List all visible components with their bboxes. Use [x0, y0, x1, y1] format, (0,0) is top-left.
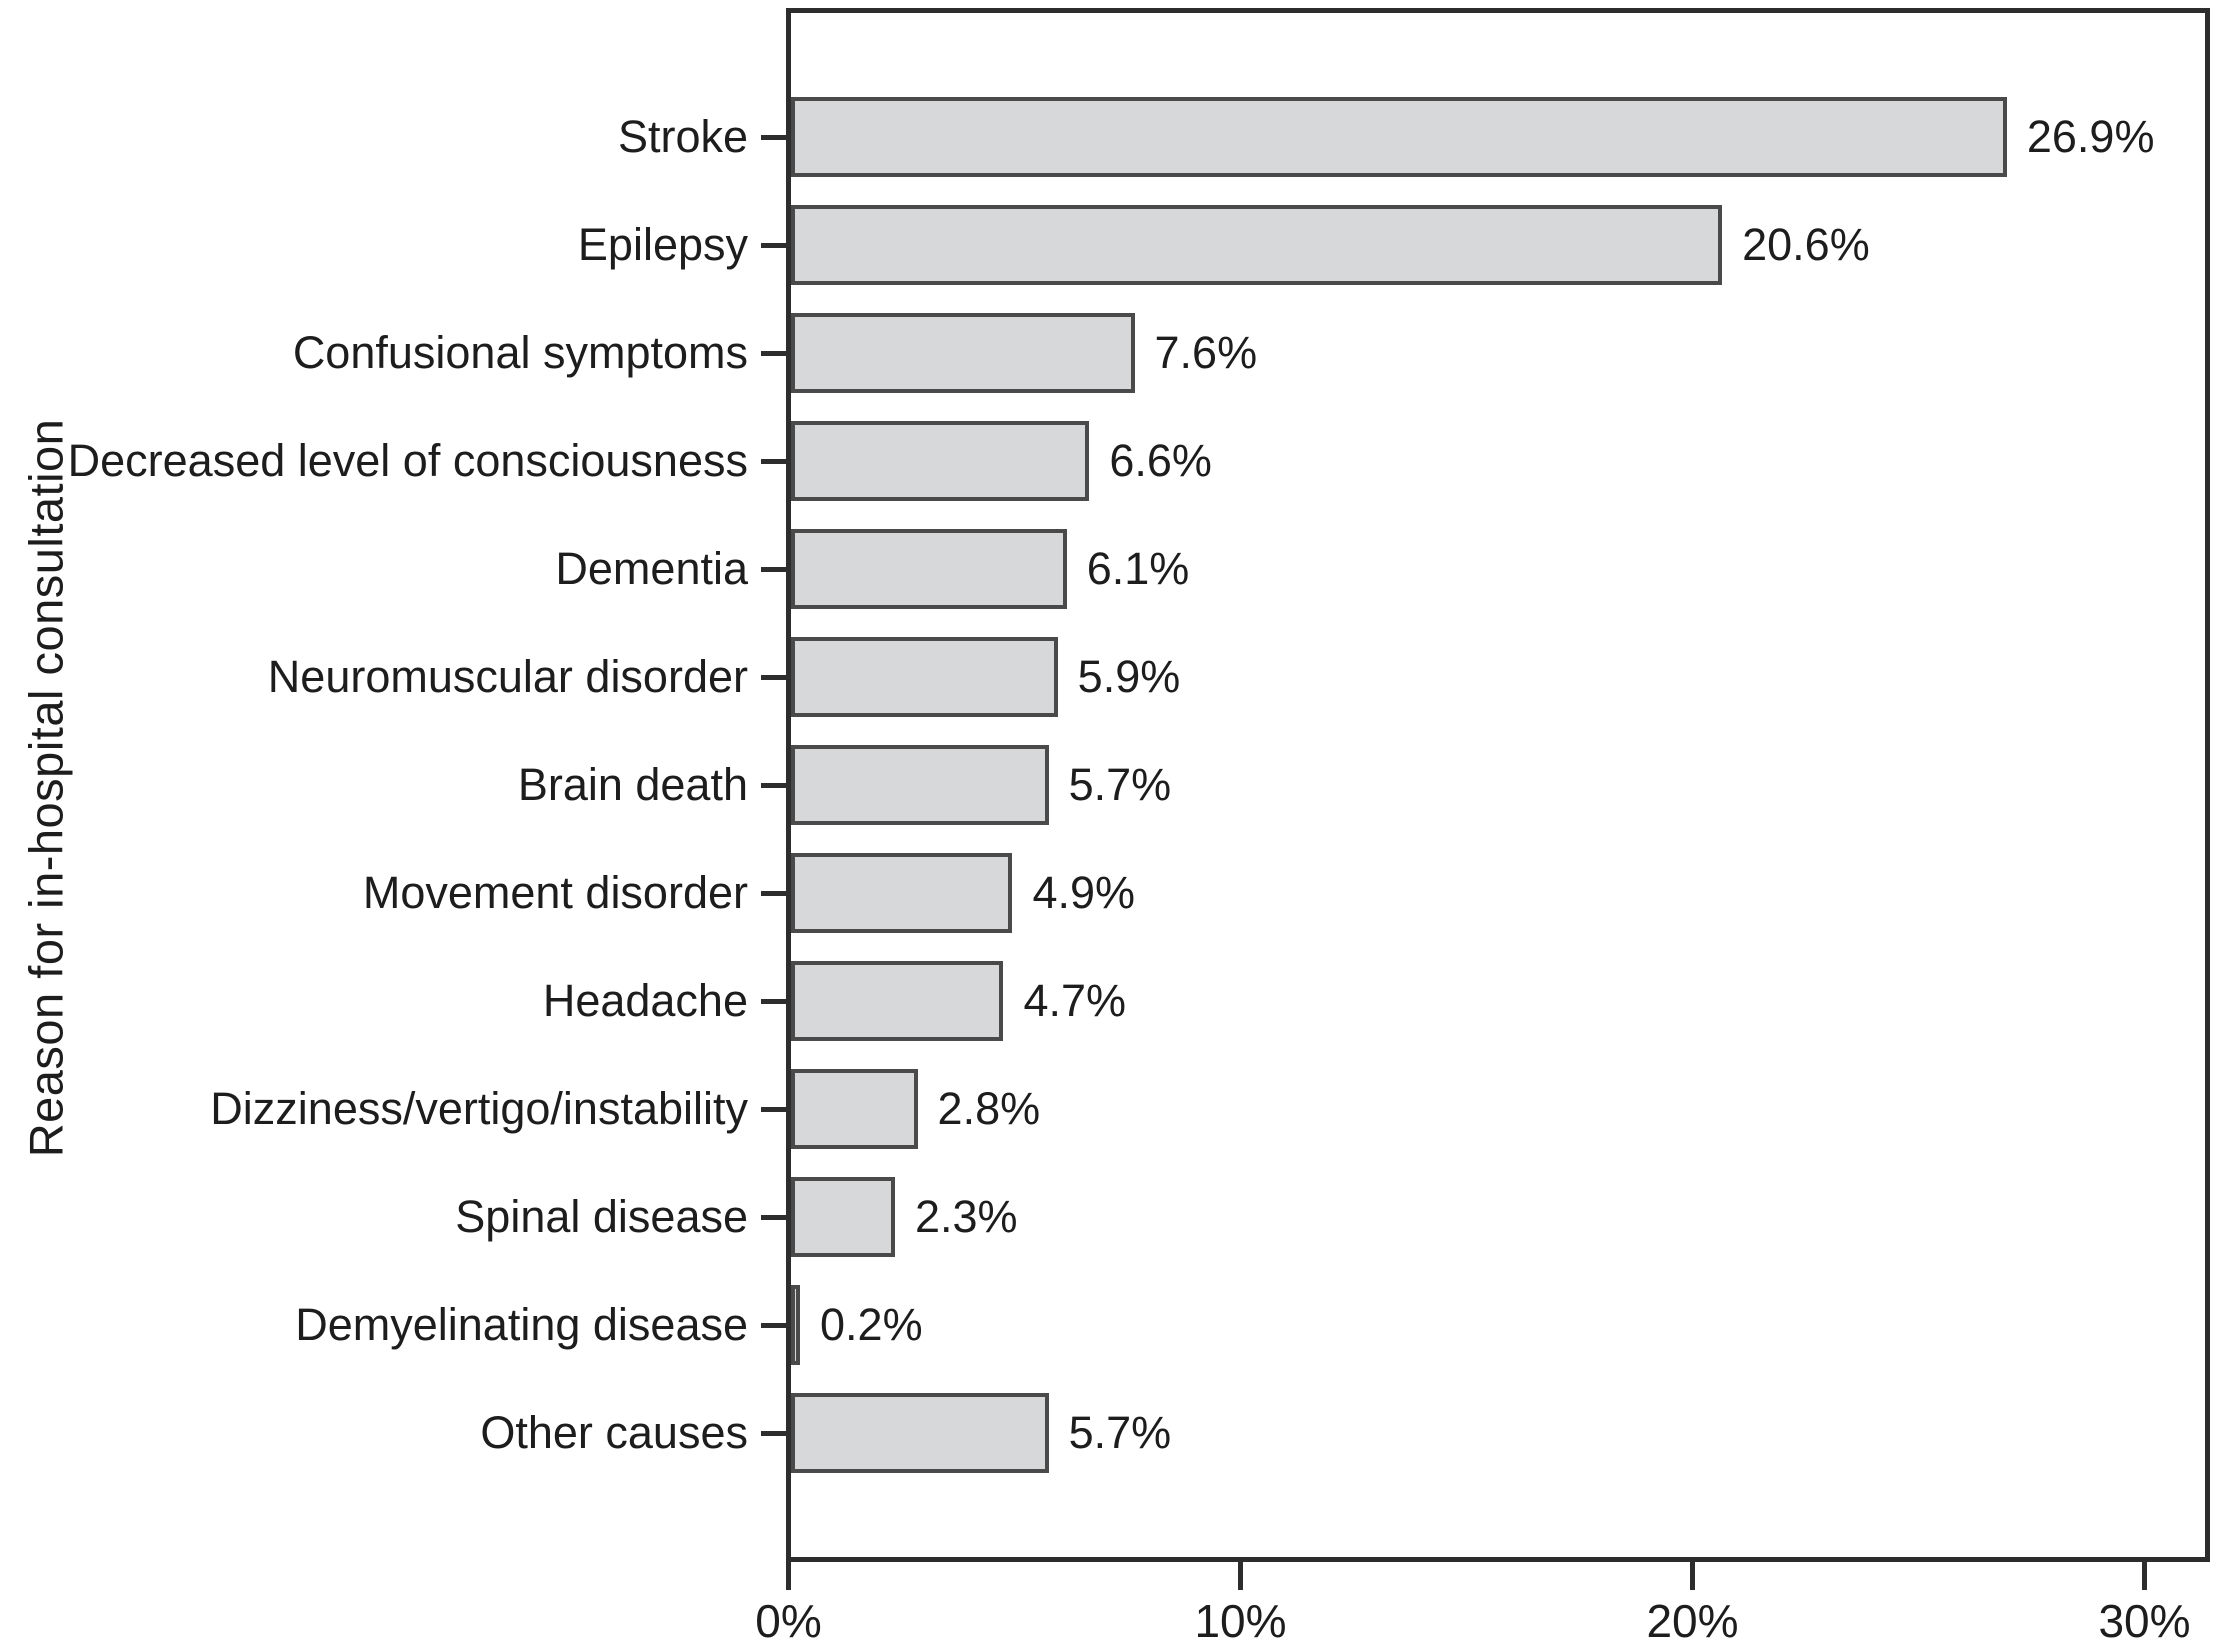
- bar-value-label: 6.6%: [1109, 435, 1212, 486]
- bar-value-label: 26.9%: [2026, 111, 2155, 162]
- bar: [791, 637, 1058, 717]
- bar-value-label: 4.9%: [1032, 867, 1136, 918]
- x-axis-tick-label: 30%: [2098, 1595, 2191, 1641]
- category-label: Other causes: [480, 1407, 748, 1458]
- x-axis-tick-label: 20%: [1646, 1595, 1739, 1641]
- category-tick-mark: [761, 134, 786, 140]
- bar-value-label: 2.8%: [937, 1083, 1041, 1134]
- x-axis-tick-label: 10%: [1194, 1595, 1287, 1641]
- bar-value-label: 7.6%: [1154, 327, 1258, 378]
- bar-value-label: 6.1%: [1086, 543, 1190, 594]
- category-tick-mark: [761, 998, 786, 1004]
- plot-area: 26.9% 20.6% 7.6% 6.6% 6.1% 5.9% 5.7% 4.9% 4.7% 2.…: [786, 8, 2210, 1562]
- bar-value-label: 20.6%: [1742, 219, 1870, 270]
- x-axis-tick-mark: [2142, 1562, 2147, 1590]
- bar-value-label: 5.9%: [1077, 651, 1181, 702]
- category-tick-mark: [761, 890, 786, 896]
- category-tick-mark: [761, 1322, 786, 1328]
- x-axis-tick-mark: [1238, 1562, 1243, 1590]
- bar: [791, 97, 2007, 177]
- category-label: Movement disorder: [362, 867, 748, 918]
- bar-value-label: 0.2%: [820, 1299, 923, 1350]
- category-label: Brain death: [517, 759, 748, 810]
- x-axis-tick-mark: [1690, 1562, 1695, 1590]
- bar: [791, 1177, 895, 1257]
- category-label: Dizziness/vertigo/instability: [210, 1083, 748, 1134]
- category-tick-mark: [761, 782, 786, 788]
- category-tick-mark: [761, 350, 786, 356]
- bar: [791, 853, 1013, 933]
- category-label: Spinal disease: [455, 1191, 748, 1242]
- bar: [791, 745, 1049, 825]
- category-label: Epilepsy: [577, 219, 748, 270]
- category-label: Dementia: [555, 543, 748, 594]
- category-tick-mark: [761, 1430, 786, 1436]
- category-label: Headache: [542, 975, 748, 1026]
- category-tick-mark: [761, 242, 786, 248]
- category-label: Neuromuscular disorder: [267, 651, 748, 702]
- bar-value-label: 5.7%: [1068, 1407, 1172, 1458]
- bar-value-label: 4.7%: [1023, 975, 1127, 1026]
- category-tick-mark: [761, 458, 786, 464]
- category-label: Decreased level of consciousness: [67, 435, 748, 486]
- bar: [791, 1393, 1049, 1473]
- category-tick-mark: [761, 566, 786, 572]
- bar: [791, 961, 1004, 1041]
- bar: [791, 313, 1135, 393]
- x-axis-tick-label: 0%: [755, 1595, 822, 1641]
- bar: [791, 205, 1723, 285]
- category-label: Stroke: [617, 111, 748, 162]
- bar: [791, 529, 1067, 609]
- category-tick-mark: [761, 1214, 786, 1220]
- category-label: Confusional symptoms: [292, 327, 748, 378]
- bar: [791, 1069, 918, 1149]
- bar-value-label: 5.7%: [1068, 759, 1172, 810]
- bar: [791, 1285, 801, 1365]
- category-label: Demyelinating disease: [295, 1299, 748, 1350]
- category-tick-mark: [761, 1106, 786, 1112]
- category-tick-mark: [761, 674, 786, 680]
- bar: [791, 421, 1090, 501]
- bar-value-label: 2.3%: [914, 1191, 1018, 1242]
- x-axis-tick-mark: [786, 1562, 791, 1590]
